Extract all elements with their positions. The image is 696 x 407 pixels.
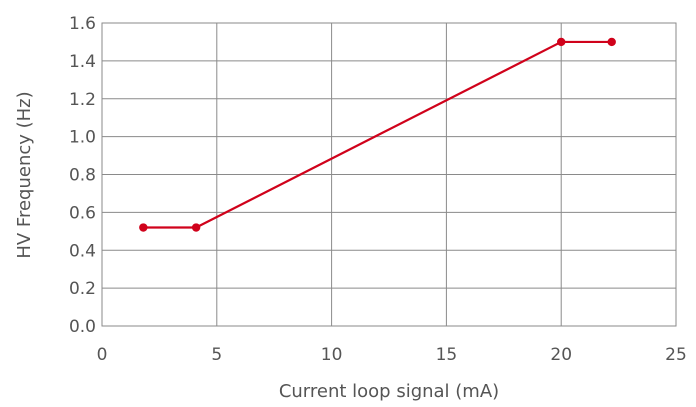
y-tick-label: 0.4 [69,241,96,261]
y-tick-label: 0.6 [69,203,96,223]
data-point [191,223,201,232]
x-tick-label: 15 [436,345,458,365]
x-tick-label: 0 [97,345,108,365]
data-point [557,37,566,47]
series-line [142,40,613,229]
x-tick-label: 20 [550,345,572,365]
y-tick-label: 1.0 [69,128,96,148]
y-tick-label: 1.2 [69,90,96,110]
x-tick-label: 10 [321,345,343,365]
series-layer [139,37,616,232]
grid [101,22,677,327]
x-tick-labels: 0 5 10 15 20 25 [97,345,687,365]
axes [101,22,677,327]
data-point [607,37,616,47]
y-axis-title: HV Frequency (Hz) [14,91,35,258]
y-tick-label: 0.2 [69,279,96,299]
y-tick-label: 0.8 [69,166,96,186]
data-point [139,223,148,232]
x-tick-label: 25 [665,345,687,365]
x-tick-label: 5 [211,345,222,365]
y-tick-label: 1.4 [69,52,96,72]
x-axis-title: Current loop signal (mA) [279,381,499,402]
y-tick-label: 1.6 [69,14,96,34]
plot-border [101,22,677,327]
y-tick-labels: 0.0 0.2 0.4 0.6 0.8 1.0 1.2 1.4 1.6 [69,14,96,337]
y-tick-label: 0.0 [69,317,96,337]
